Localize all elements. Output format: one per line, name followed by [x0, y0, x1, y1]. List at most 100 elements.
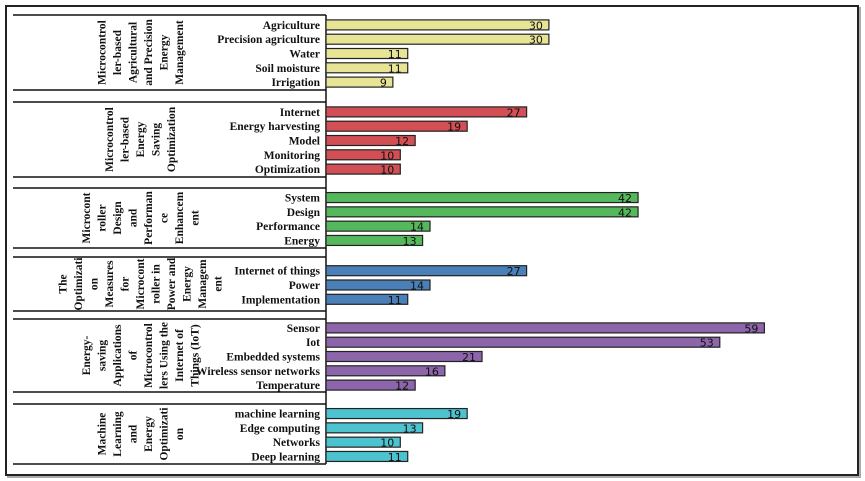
category-label: Implementation: [241, 294, 320, 306]
group-label-line: ce: [158, 213, 170, 223]
group-label-line: and: [127, 424, 139, 443]
group-label-line: on: [89, 277, 101, 290]
category-label: Irrigation: [271, 77, 320, 89]
bar: [325, 106, 528, 118]
value-label: 13: [403, 235, 417, 248]
category-label: Temperature: [256, 380, 320, 392]
value-label: 53: [700, 337, 714, 350]
bar: [325, 350, 483, 363]
group-label-line: Things (IoT): [189, 324, 201, 386]
bar: [325, 379, 416, 391]
group-label-line: Optimizati: [158, 407, 170, 461]
group-label-line: Applications: [112, 324, 124, 387]
category-label: Embedded systems: [226, 352, 320, 364]
value-label: 12: [395, 380, 409, 393]
value-label: 30: [529, 34, 543, 47]
value-label: 19: [447, 121, 461, 134]
value-label: 10: [380, 164, 394, 177]
category-label: Networks: [273, 437, 321, 449]
group-label-line: Energy-: [81, 336, 93, 376]
category-label: Energy harvesting: [230, 121, 321, 133]
value-label: 27: [507, 106, 521, 119]
bar: [325, 436, 401, 448]
category-label: Power: [289, 280, 320, 292]
value-label: 12: [395, 135, 409, 148]
group-label-line: Measures: [104, 260, 116, 308]
group-label-line: and Precision: [143, 19, 155, 86]
category-label: Energy: [284, 235, 320, 247]
bar: [325, 234, 424, 247]
category-label: Wireless sensor networks: [196, 366, 320, 378]
value-label: 30: [529, 19, 543, 32]
category-label: Optimization: [255, 164, 321, 176]
group-label-line: Performan: [143, 191, 155, 245]
bar: [325, 336, 721, 348]
category-label: Internet of things: [234, 266, 320, 278]
group-label-line: and: [127, 208, 139, 227]
category-label: Monitoring: [264, 150, 320, 162]
bar: [325, 19, 550, 31]
bar: [325, 407, 468, 420]
category-label: Soil moisture: [255, 63, 320, 75]
bar: [325, 120, 468, 132]
group-label-line: ler-based: [120, 116, 132, 162]
category-label: Edge computing: [240, 423, 320, 435]
bar: [325, 322, 765, 334]
group-label-line: Saving: [151, 123, 163, 156]
group-label-line: Microcontrol: [104, 107, 116, 172]
group-label-line: Microcont: [135, 258, 147, 309]
group-label-line: Power and: [166, 257, 178, 310]
value-label: 10: [380, 437, 394, 450]
group-label-line: on: [174, 427, 186, 440]
bar: [325, 134, 416, 147]
category-label: Water: [289, 49, 320, 61]
bar: [325, 365, 446, 377]
value-label: 21: [462, 351, 476, 364]
group-label-line: Energy: [158, 34, 170, 70]
bar: [325, 33, 550, 45]
group-label-line: Internet of: [174, 329, 186, 382]
bar: [325, 47, 409, 60]
category-label: Design: [287, 207, 321, 219]
group-label-line: Energy: [182, 266, 194, 302]
category-label: System: [285, 193, 321, 205]
group-label-line: Energy: [135, 121, 147, 157]
category-label: Model: [289, 136, 320, 148]
group-label-line: The: [58, 274, 70, 293]
group-label-line: Optimization: [166, 106, 178, 172]
group-label-line: lers Using the: [158, 322, 170, 389]
value-label: 11: [388, 48, 402, 61]
group-label-line: Management: [174, 20, 186, 85]
value-label: 11: [388, 62, 402, 75]
category-label: Precision agriculture: [217, 34, 320, 46]
group-label-line: Optimizati: [73, 257, 85, 311]
value-label: 19: [447, 408, 461, 421]
value-label: 11: [388, 451, 402, 464]
bar: [325, 293, 409, 305]
bar: [325, 149, 401, 161]
value-label: 42: [618, 192, 632, 205]
bar: [325, 191, 639, 204]
group-label-line: Microcontrol: [96, 20, 108, 85]
group-label-line: ent: [189, 210, 201, 226]
value-label: 9: [380, 77, 387, 90]
group-label-line: roller: [96, 204, 108, 231]
group-label-line: Managem: [197, 259, 209, 309]
group-label-line: ent: [213, 276, 225, 292]
category-label: Sensor: [287, 323, 320, 335]
category-label: machine learning: [235, 409, 321, 421]
group-label-line: saving: [96, 340, 108, 372]
value-label: 27: [507, 265, 521, 278]
category-label: Internet: [280, 107, 320, 119]
category-label: Performance: [256, 221, 320, 233]
group-label-line: for: [120, 277, 132, 292]
group-label-line: of: [127, 351, 139, 361]
group-label-line: Energy: [143, 416, 155, 452]
value-label: 42: [618, 206, 632, 219]
value-label: 14: [410, 280, 424, 293]
bar: [325, 450, 409, 463]
bar: [325, 206, 639, 218]
group-label-line: Machine: [96, 413, 108, 456]
group-label-line: roller in: [151, 264, 163, 304]
